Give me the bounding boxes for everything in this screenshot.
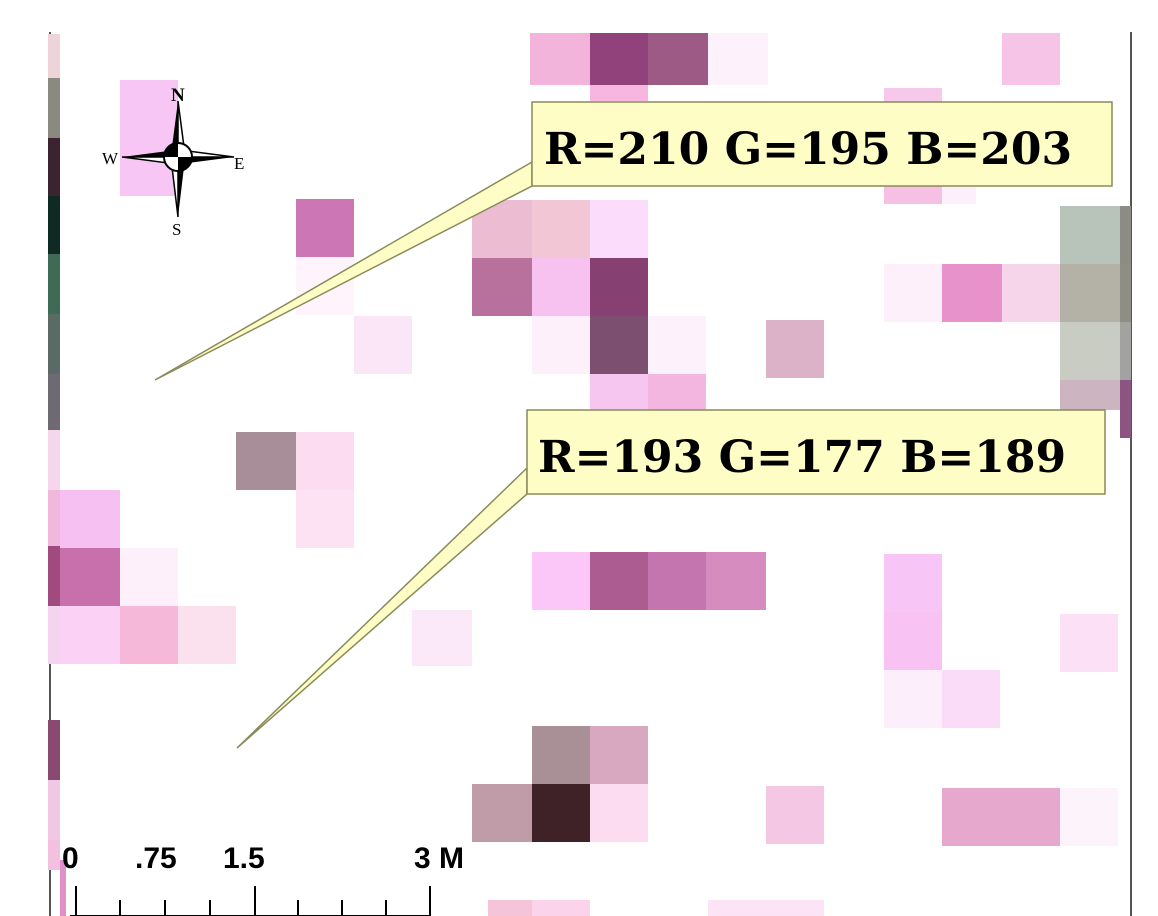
callout-2: R=193 G=177 B=189 [236, 409, 1106, 749]
compass-east-label: E [234, 154, 244, 173]
compass-south-label: S [172, 220, 181, 239]
left-edge-strip [48, 34, 66, 916]
raster-pixels [60, 33, 1131, 916]
scale-bar: 0 .75 1.5 3 M [62, 842, 464, 916]
scale-label-075: .75 [135, 842, 177, 875]
callout-1: R=210 G=195 B=203 [154, 101, 1113, 381]
compass-rose-icon: N S W E [102, 85, 244, 239]
scale-label-0: 0 [62, 842, 79, 875]
callout-2-text: R=193 G=177 B=189 [538, 432, 1066, 483]
compass-west-label: W [102, 149, 119, 168]
callout-1-text: R=210 G=195 B=203 [544, 124, 1072, 175]
compass-north-label: N [171, 85, 185, 106]
scale-label-3m: 3 M [414, 842, 464, 875]
scale-label-15: 1.5 [223, 842, 265, 875]
